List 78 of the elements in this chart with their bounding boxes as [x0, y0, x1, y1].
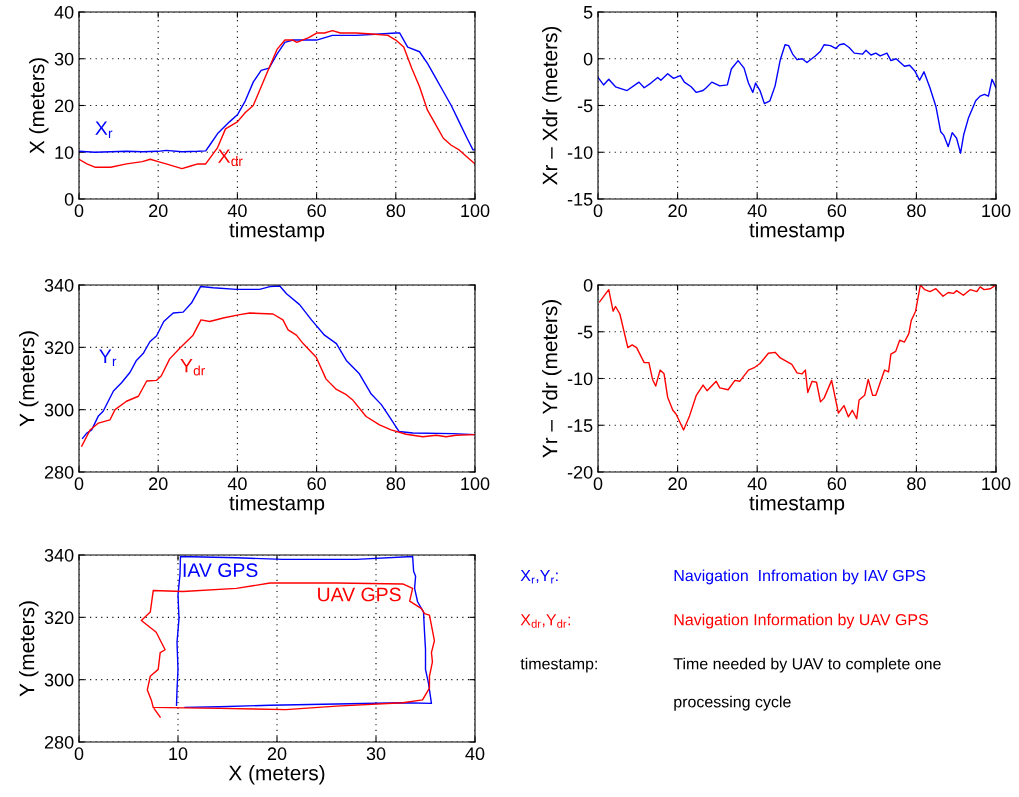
y-tick-label: -10	[567, 372, 593, 386]
y-tick-label: 10	[55, 146, 74, 159]
text: Navigation Information by UAV GPS	[674, 613, 928, 629]
x-tick-label: 100	[461, 204, 490, 218]
y-tick-label: -20	[567, 465, 593, 479]
x-tick-label: 60	[307, 477, 326, 491]
annotation: Y$_{dr}$	[180, 358, 206, 376]
y-tick-label: 0	[583, 52, 593, 66]
y-tick-label: 20	[54, 99, 74, 113]
line-series	[81, 312, 475, 447]
y-tick-label: 340	[44, 548, 74, 562]
line-series	[175, 555, 433, 709]
x-tick-label: 10	[169, 747, 188, 761]
annotation: Y$_{r}$	[99, 349, 117, 366]
x-axis-title: timestamp	[229, 222, 325, 242]
y-tick-label: 300	[44, 403, 74, 417]
x-axis-title: timestamp	[229, 495, 325, 515]
y-tick-label: -5	[577, 325, 593, 339]
x-tick-label: 0	[74, 747, 84, 761]
y-axis-title: Y (meters)	[19, 601, 39, 697]
y-axis-title: Xr – Xdr (meters)	[542, 26, 562, 185]
y-tick-label: 5	[583, 6, 593, 19]
y-tick-label: -15	[567, 419, 593, 432]
x-tick-label: 100	[982, 204, 1011, 218]
x-tick-label: 20	[149, 204, 168, 218]
x-tick-label: 0	[593, 477, 603, 491]
x-tick-label: 0	[74, 477, 84, 491]
x-tick-label: 20	[267, 747, 287, 761]
x-tick-label: 0	[74, 204, 84, 218]
x-axis-title: timestamp	[749, 222, 845, 242]
x-tick-label: 40	[465, 747, 485, 761]
x-tick-label: 80	[907, 204, 926, 218]
line-series	[140, 582, 436, 718]
text: Navigation Infromation by IAV GPS	[674, 569, 926, 585]
y-tick-label: 320	[44, 341, 74, 355]
y-tick-label: 0	[64, 192, 74, 206]
x-tick-label: 40	[227, 204, 247, 218]
x-tick-label: 40	[227, 477, 247, 491]
annotation: X$_{dr}$	[218, 149, 243, 167]
y-tick-label: -15	[567, 193, 593, 206]
y-tick-label: -5	[577, 99, 593, 113]
x-tick-label: 80	[907, 477, 926, 491]
y-axis-title: Y (meters)	[19, 331, 39, 427]
x-tick-label: 40	[747, 204, 767, 218]
x-axis-title: X (meters)	[228, 765, 325, 785]
text: X$_{r}$,Y$_{r}$:	[520, 570, 558, 584]
x-tick-label: 30	[366, 747, 386, 761]
y-tick-label: 40	[54, 5, 74, 19]
x-tick-label: 0	[593, 204, 603, 218]
annotation: IAV GPS	[183, 563, 258, 578]
x-tick-label: 80	[386, 204, 406, 218]
y-tick-label: 0	[583, 278, 593, 292]
y-tick-label: -10	[567, 146, 593, 159]
y-tick-label: 340	[44, 278, 74, 292]
x-tick-label: 20	[149, 477, 168, 491]
x-tick-label: 20	[668, 477, 687, 491]
text: Time needed by UAV to complete one processing cycle	[673, 657, 941, 711]
x-tick-label: 60	[827, 204, 847, 218]
x-tick-label: 100	[461, 477, 490, 491]
annotation: X$_{r}$	[95, 121, 113, 138]
line-series	[598, 43, 996, 154]
text: X$_{dr}$,Y$_{dr}$:	[520, 614, 571, 628]
x-axis-title: timestamp	[749, 495, 845, 515]
x-tick-label: 60	[307, 204, 326, 218]
annotation: UAV GPS	[318, 587, 401, 602]
y-axis-title: Yr – Ydr (meters)	[542, 300, 562, 458]
y-axis-title: X (meters)	[29, 58, 49, 154]
text: timestamp:	[520, 657, 597, 673]
y-tick-label: 280	[44, 735, 74, 749]
x-tick-label: 100	[982, 477, 1011, 491]
x-tick-label: 20	[668, 204, 687, 218]
y-tick-label: 30	[54, 52, 74, 66]
x-tick-label: 60	[827, 477, 847, 491]
y-tick-label: 280	[44, 465, 74, 479]
y-tick-label: 300	[44, 673, 74, 687]
x-tick-label: 80	[386, 477, 406, 491]
y-tick-label: 320	[44, 611, 74, 625]
x-tick-label: 40	[747, 477, 767, 491]
